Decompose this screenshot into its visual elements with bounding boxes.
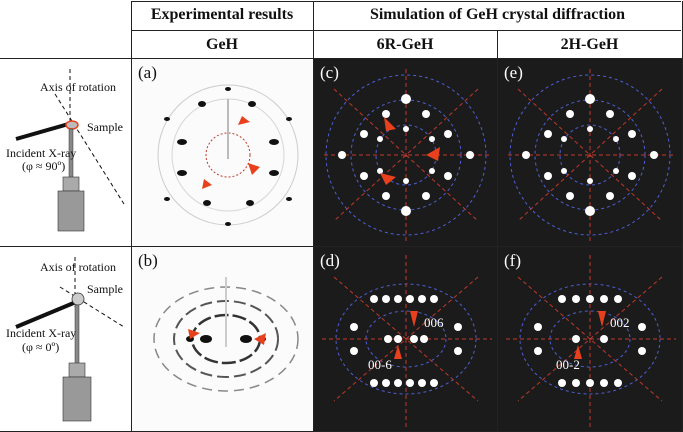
grid-line	[131, 30, 681, 31]
diffraction-pattern	[157, 84, 299, 226]
header-geh: GeH	[206, 36, 238, 53]
panel-label: (f)	[504, 251, 521, 270]
panel-label: (b)	[138, 251, 158, 270]
panel-d-6r-simulation: (d) 006 00-6	[314, 247, 497, 431]
header-simulation: Simulation of GeH crystal diffraction	[369, 6, 626, 23]
simulated-pattern	[506, 255, 676, 427]
header-6r-geh: 6R-GeH	[376, 36, 434, 53]
simulated-pattern	[322, 255, 492, 427]
index-label-00-6: 00-6	[368, 357, 392, 372]
grid-line	[131, 1, 132, 432]
index-label-00-2: 00-2	[556, 357, 580, 372]
panel-label: (d)	[320, 251, 340, 270]
panel-b-experimental: (b)	[132, 247, 313, 431]
grid-line	[131, 1, 681, 2]
axis-label: Axis of rotation	[40, 80, 116, 94]
axis-label: Axis of rotation	[40, 260, 116, 274]
panel-label: (e)	[504, 63, 523, 82]
sample-label: Sample	[87, 120, 123, 134]
schematic-row1: Axis of rotation Sample Incident X-ray (…	[0, 59, 131, 246]
schematic-row2: Axis of rotation Sample Incident X-ray (…	[0, 247, 131, 431]
panel-label: (c)	[320, 63, 339, 82]
index-label-006: 006	[424, 315, 444, 330]
goniometer-diagram	[15, 257, 125, 422]
diffraction-pattern	[153, 277, 299, 392]
grid-line	[0, 246, 683, 247]
header-experimental: Experimental results	[150, 6, 294, 23]
sample-label: Sample	[87, 282, 123, 296]
simulated-pattern	[508, 69, 676, 241]
goniometer-diagram	[15, 69, 125, 232]
incident-label: Incident X-ray	[6, 146, 77, 160]
index-label-002: 002	[610, 315, 630, 330]
simulated-pattern	[324, 69, 492, 241]
angle-label: (φ ≈ 90º)	[22, 159, 66, 173]
panel-e-2h-simulation: (e)	[498, 59, 682, 246]
grid-line	[0, 58, 683, 59]
angle-label: (φ ≈ 0º)	[22, 340, 60, 354]
grid-line	[313, 1, 314, 432]
panel-f-2h-simulation: (f) 002 00-2	[498, 247, 682, 431]
panel-c-6r-simulation: (c)	[314, 59, 497, 246]
incident-label: Incident X-ray	[6, 326, 77, 340]
panel-label: (a)	[138, 63, 157, 82]
panel-a-experimental: (a)	[132, 59, 313, 246]
grid-line	[497, 30, 498, 432]
header-2h-geh: 2H-GeH	[560, 36, 619, 53]
